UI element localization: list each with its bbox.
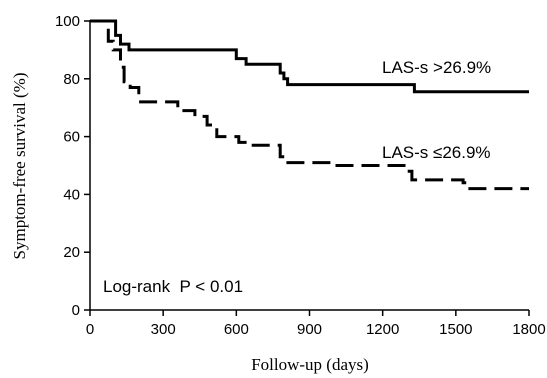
series-label-high: LAS-s >26.9% bbox=[382, 58, 491, 77]
series-line-high bbox=[90, 19, 529, 94]
x-tick-label: 300 bbox=[151, 321, 176, 338]
x-tick-label: 0 bbox=[86, 321, 94, 338]
x-tick-label: 1500 bbox=[439, 321, 472, 338]
plot-area: 0 20 40 60 80 100 0 300 600 900 1200 1500 1800 bbox=[55, 13, 546, 338]
y-axis-title: Symptom-free survival (%) bbox=[10, 73, 29, 260]
series-label-low: LAS-s ≤26.9% bbox=[382, 143, 491, 162]
y-tick-label: 0 bbox=[72, 302, 80, 319]
series-line-low bbox=[90, 19, 529, 191]
logrank-annotation: Log-rank P < 0.01 bbox=[103, 277, 243, 296]
x-tick-label: 900 bbox=[297, 321, 322, 338]
y-tick-label: 100 bbox=[55, 13, 80, 30]
y-tick-label: 80 bbox=[63, 71, 80, 88]
y-tick-label: 20 bbox=[63, 244, 80, 261]
x-axis-title: Follow-up (days) bbox=[251, 355, 369, 374]
x-tick-label: 600 bbox=[224, 321, 249, 338]
y-tick-label: 40 bbox=[63, 186, 80, 203]
x-tick-label: 1200 bbox=[366, 321, 399, 338]
y-tick-label: 60 bbox=[63, 129, 80, 146]
x-tick-label: 1800 bbox=[512, 321, 545, 338]
